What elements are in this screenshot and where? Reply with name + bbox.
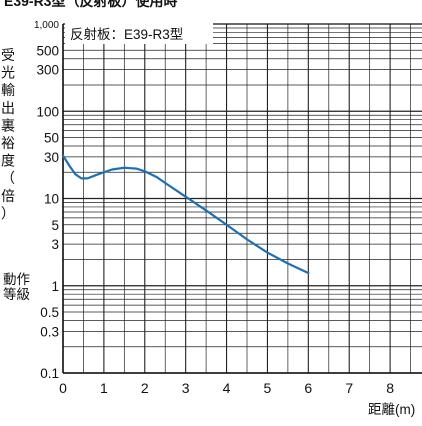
operating-level-label: 等級 xyxy=(3,286,30,302)
y-tick-label: 0.3 xyxy=(40,324,59,339)
label-layer: E39-R3型（反射板）使用時 反射板：E39-R3型 距離(m) 0 1 2 3 4 5… xyxy=(1,0,415,417)
y-tick-label: 1 xyxy=(51,279,59,294)
x-tick-label: 3 xyxy=(182,380,190,396)
series-line xyxy=(61,154,310,275)
y-axis-label-char: 倍 xyxy=(1,188,15,204)
y-axis-label-char: ） xyxy=(1,205,15,221)
y-axis-label-char: 出 xyxy=(1,100,15,116)
grid-layer xyxy=(62,24,422,374)
y-axis-label-char: 裏 xyxy=(1,117,15,133)
y-axis-label-char: 光 xyxy=(1,65,15,81)
x-tick-label: 4 xyxy=(223,380,231,396)
y-tick-label: 10 xyxy=(44,192,59,207)
x-tick-label: 7 xyxy=(345,380,353,396)
y-tick-label: 0.1 xyxy=(40,366,59,381)
y-tick-label: 5 xyxy=(51,218,59,233)
y-tick-label: 50 xyxy=(44,131,59,146)
y-tick-label: 100 xyxy=(36,104,59,119)
chart-header-text: E39-R3型（反射板）使用時 xyxy=(4,0,177,9)
y-axis-label-char: 輸 xyxy=(1,82,15,98)
y-tick-label: 0.5 xyxy=(40,305,59,320)
y-tick-label: 1,000 xyxy=(34,20,59,31)
y-axis-label-char: （ xyxy=(1,170,15,186)
x-tick-label: 1 xyxy=(100,380,108,396)
y-axis-label-char: 受 xyxy=(1,47,15,63)
annotation-box xyxy=(65,23,213,44)
y-tick-label: 30 xyxy=(44,150,59,165)
y-axis-label-char: 裕 xyxy=(1,135,15,151)
y-tick-label: 3 xyxy=(51,237,59,252)
y-tick-label: 300 xyxy=(36,63,59,78)
reflector-annotation: 反射板：E39-R3型 xyxy=(70,27,183,42)
x-tick-label: 0 xyxy=(59,380,67,396)
series-layer xyxy=(61,154,310,275)
x-tick-label: 2 xyxy=(141,380,149,396)
x-tick-label: 6 xyxy=(304,380,312,396)
x-tick-label: 8 xyxy=(386,380,394,396)
x-axis-label: 距離(m) xyxy=(368,402,415,417)
operating-level-label: 動作 xyxy=(3,272,30,287)
y-axis-label-char: 度 xyxy=(1,153,15,169)
x-tick-label: 5 xyxy=(264,380,272,396)
y-tick-label: 500 xyxy=(36,43,59,58)
